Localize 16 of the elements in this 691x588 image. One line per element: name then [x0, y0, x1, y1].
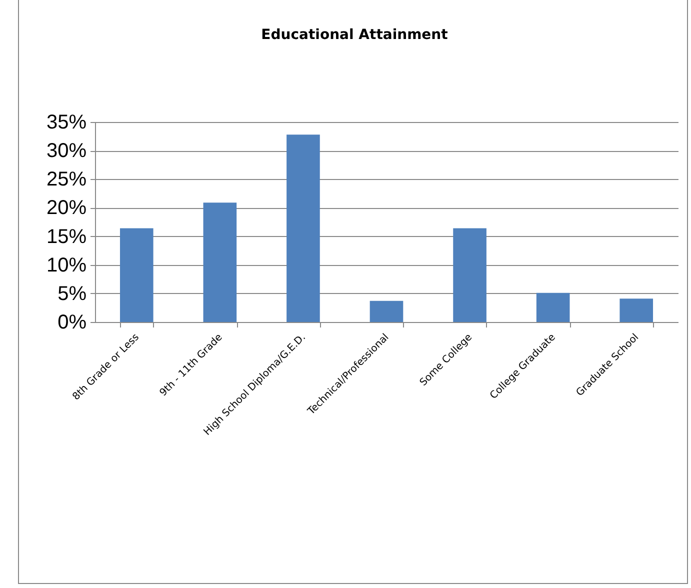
bar [120, 228, 154, 322]
bar [286, 134, 320, 322]
y-tick-label: 5% [58, 282, 87, 305]
y-tick-label: 35% [46, 112, 87, 134]
bar [620, 298, 654, 322]
y-tick-label: 0% [58, 312, 87, 334]
y-tick-label: 25% [46, 168, 87, 191]
bar [203, 202, 237, 322]
y-tick-label: 30% [46, 140, 87, 162]
bar [536, 292, 570, 322]
y-tick-label: 15% [46, 226, 87, 248]
y-tick-label: 10% [46, 254, 87, 276]
bar [453, 228, 486, 322]
chart-title: Educational Attainment [261, 27, 448, 43]
bar [370, 300, 404, 322]
y-tick-label: 20% [46, 197, 87, 220]
